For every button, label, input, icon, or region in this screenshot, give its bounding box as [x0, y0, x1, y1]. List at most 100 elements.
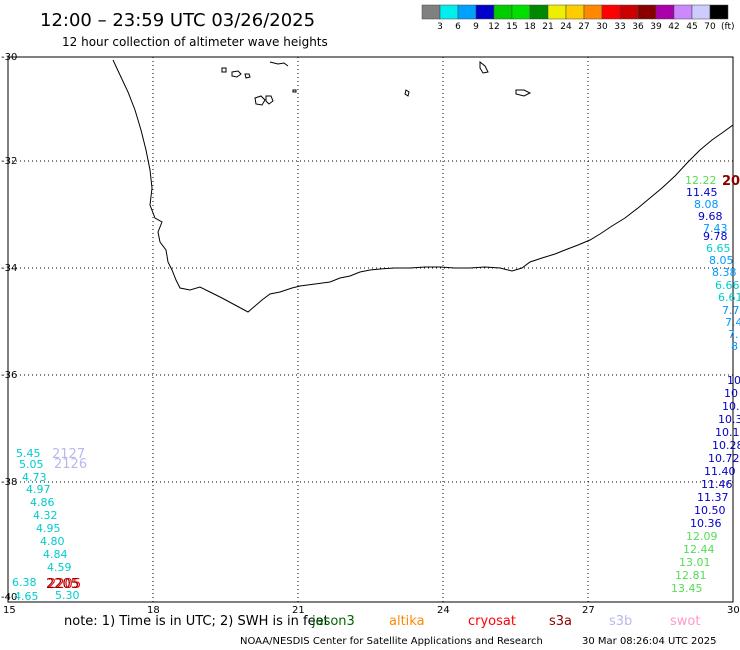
credit-line: NOAA/NESDIS Center for Satellite Applica… [240, 636, 543, 647]
lat-label-38: -38 [1, 477, 17, 488]
obs-value: 12.09 [686, 530, 718, 543]
obs-value: 13.01 [679, 556, 711, 569]
lon-label-24: 24 [437, 605, 450, 616]
legend-label: 27 [578, 22, 589, 32]
pass-time-label: 20 [722, 174, 740, 189]
lon-label-30: 30 [727, 605, 740, 616]
legend-swatch [439, 4, 459, 20]
legend-swatch [421, 4, 441, 20]
right-track: 12.22 11.45 8.08 9.68 7.43 9.78 6.65 8.0… [671, 174, 740, 595]
obs-value: 12.44 [683, 543, 715, 556]
obs-value: 4.65 [14, 590, 39, 603]
obs-value: 5.30 [55, 589, 80, 602]
legend-swatch [655, 4, 675, 20]
sat-altika: altika [389, 614, 425, 629]
pass-time-label: 2127 [52, 447, 85, 462]
legend-label: 30 [596, 22, 608, 32]
lon-label-27: 27 [582, 605, 595, 616]
obs-value: 8.05 [709, 254, 734, 267]
coastline [112, 59, 734, 313]
left-track: 5.45 5.05 4.73 4.97 4.86 4.32 4.95 4.80 … [12, 447, 87, 603]
lat-label-40: -40 [1, 592, 17, 603]
obs-value: 11.45 [686, 186, 718, 199]
sat-s3a: s3a [549, 614, 572, 629]
wave-height-legend: 3 6 9 12 15 18 21 24 27 30 33 36 39 42 45 70 (ft) [421, 4, 735, 32]
obs-value: 10.36 [690, 517, 722, 530]
legend-label: 9 [473, 22, 479, 32]
legend-label: 18 [524, 22, 536, 32]
legend-label: 15 [506, 22, 517, 32]
lat-label-30: -30 [1, 52, 17, 63]
graticule [8, 57, 733, 602]
obs-value: 10.28 [712, 439, 740, 452]
obs-value: 10.1 [715, 426, 740, 439]
satellite-legend: jason3 altika cryosat s3a s3b swot [311, 614, 700, 629]
legend-label: 70 [704, 22, 716, 32]
legend-swatch [601, 4, 621, 20]
lon-label-21: 21 [292, 605, 305, 616]
lat-label-34: -34 [1, 263, 17, 274]
footer-note: note: 1) Time is in UTC; 2) SWH is in fe… [64, 614, 329, 629]
obs-value: 9.78 [703, 230, 728, 243]
legend-swatch [619, 4, 639, 20]
legend-label: 3 [437, 22, 443, 32]
pass-time-label: 2205 [46, 577, 79, 592]
legend-swatch [547, 4, 567, 20]
legend-label: 24 [560, 22, 572, 32]
pass-time-label: 2205 [48, 577, 81, 592]
obs-value: 11.37 [697, 491, 729, 504]
obs-value: 4.84 [43, 548, 68, 561]
obs-value: 6.61 [718, 291, 740, 304]
obs-value: 4.59 [47, 561, 72, 574]
obs-value: 10.72 [708, 452, 740, 465]
obs-value: 11.46 [701, 478, 733, 491]
obs-value: 11.40 [704, 465, 736, 478]
sat-jason3: jason3 [311, 614, 355, 629]
legend-swatch [691, 4, 711, 20]
legend-swatch [637, 4, 657, 20]
sat-cryosat: cryosat [468, 614, 516, 629]
lon-label-15: 15 [3, 605, 16, 616]
obs-value: 10.3 [718, 413, 740, 426]
obs-value: 9.68 [698, 210, 723, 223]
legend-unit: (ft) [721, 22, 735, 32]
obs-value: 10.50 [694, 504, 726, 517]
obs-value: 7.43 [703, 222, 728, 235]
obs-value: 10. [722, 400, 740, 413]
sat-s3b: s3b [609, 614, 632, 629]
map-frame [7, 56, 734, 603]
lon-label-18: 18 [147, 605, 160, 616]
obs-value: 5.45 [16, 447, 41, 460]
page-title: 12:00 – 23:59 UTC 03/26/2025 [40, 10, 315, 31]
legend-swatch [475, 4, 495, 20]
obs-value: 8.38 [712, 266, 737, 279]
obs-value: 8 [731, 340, 738, 353]
legend-label: 6 [455, 22, 461, 32]
obs-value: 7.77 [722, 304, 740, 317]
obs-value: 4.95 [36, 522, 61, 535]
legend-label: 12 [488, 22, 499, 32]
legend-swatch [565, 4, 585, 20]
obs-value: 6.38 [12, 576, 37, 589]
legend-swatch [511, 4, 531, 20]
obs-value: 6.66 [715, 279, 740, 292]
obs-value: 7. [728, 328, 739, 341]
obs-value: 13.45 [671, 582, 703, 595]
obs-value: 12.81 [675, 569, 707, 582]
obs-value: 4.97 [26, 483, 51, 496]
legend-label: 21 [542, 22, 553, 32]
timestamp: 30 Mar 08:26:04 UTC 2025 [582, 636, 717, 647]
legend-label: 39 [650, 22, 662, 32]
obs-value: 5.05 [19, 458, 44, 471]
legend-swatch [457, 4, 477, 20]
legend-swatch [493, 4, 513, 20]
legend-swatch [583, 4, 603, 20]
obs-value: 4.80 [40, 535, 65, 548]
obs-value: 12.22 [685, 174, 717, 187]
obs-value: 4.73 [22, 471, 47, 484]
lat-label-32: -32 [1, 156, 17, 167]
legend-label: 45 [686, 22, 697, 32]
page-subtitle: 12 hour collection of altimeter wave hei… [62, 35, 328, 49]
legend-swatch [709, 4, 729, 20]
